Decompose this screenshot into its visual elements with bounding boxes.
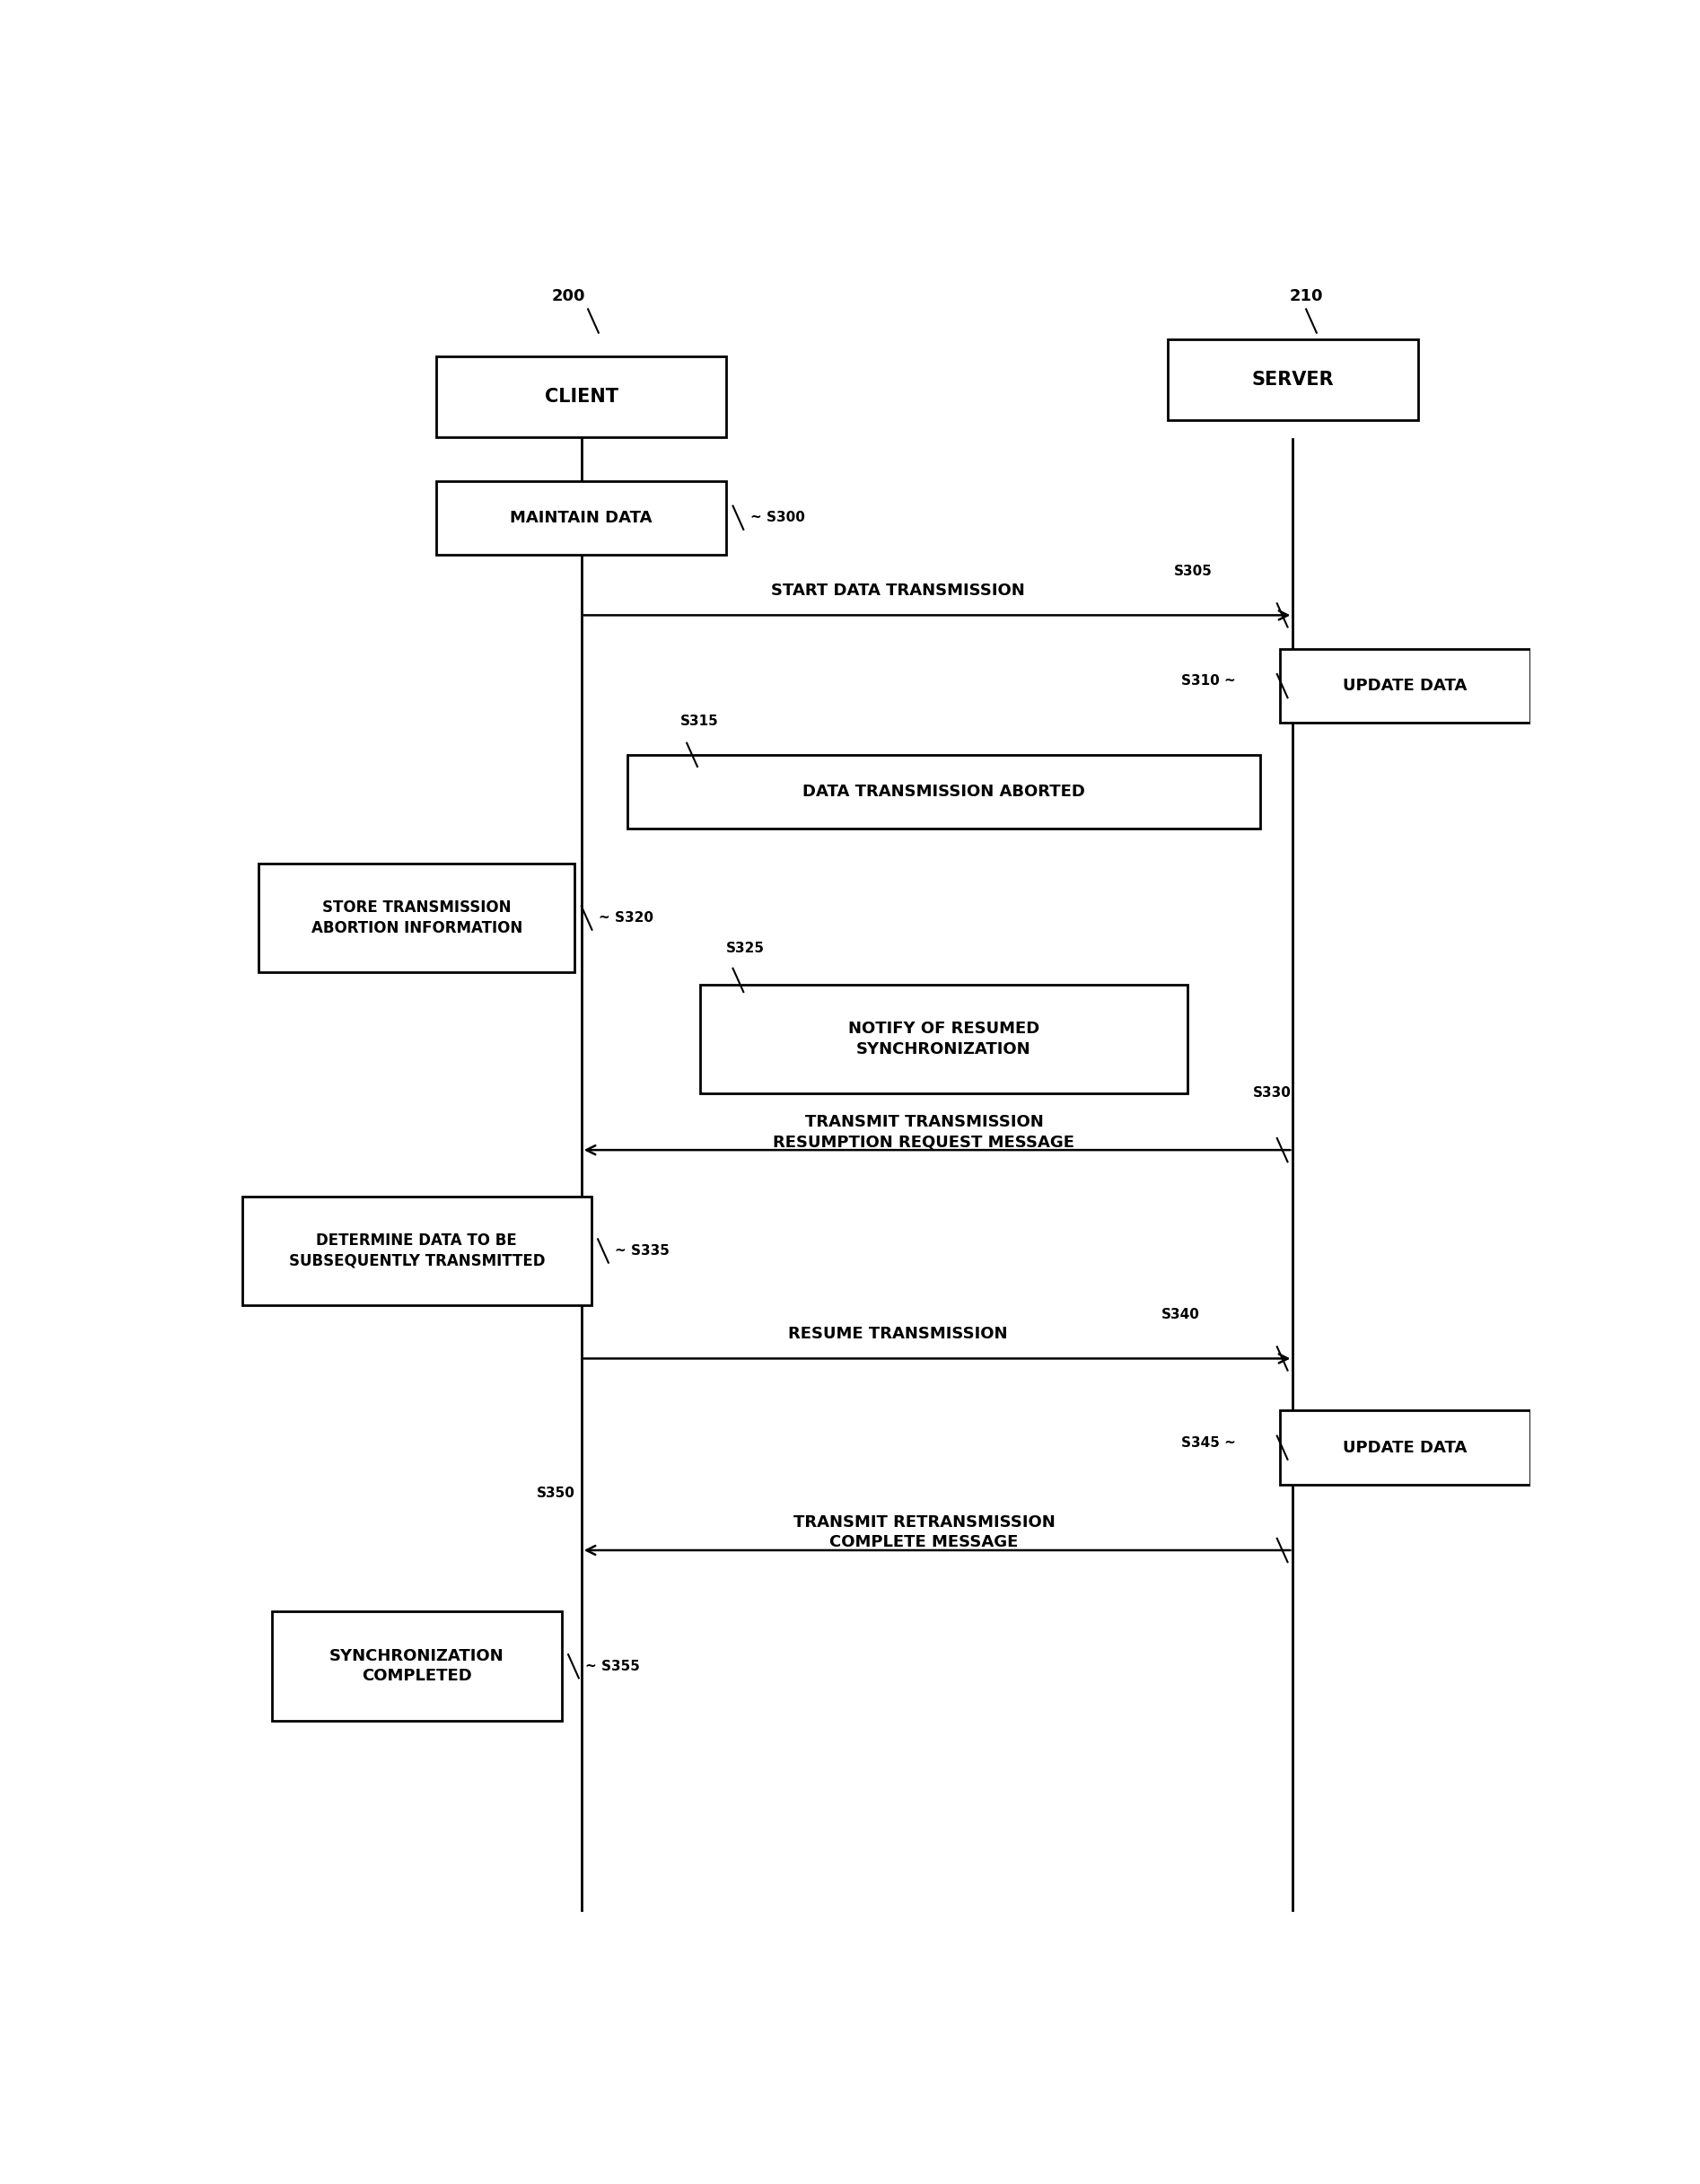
Text: COMPLETE MESSAGE: COMPLETE MESSAGE [830,1533,1018,1551]
Text: S330: S330 [1253,1085,1292,1099]
Text: DETERMINE DATA TO BE
SUBSEQUENTLY TRANSMITTED: DETERMINE DATA TO BE SUBSEQUENTLY TRANSM… [289,1232,544,1269]
Text: TRANSMIT TRANSMISSION: TRANSMIT TRANSMISSION [804,1114,1044,1129]
Text: S315: S315 [680,714,719,727]
Text: 210: 210 [1289,288,1323,304]
Text: S305: S305 [1175,566,1212,579]
Text: ~ S355: ~ S355 [585,1660,639,1673]
Bar [272,1612,561,1721]
Text: RESUME TRANSMISSION: RESUME TRANSMISSION [787,1326,1008,1341]
Bar [437,480,726,555]
Text: S345 ~: S345 ~ [1181,1435,1236,1450]
Text: MAINTAIN DATA: MAINTAIN DATA [510,509,653,526]
Text: DATA TRANSMISSION ABORTED: DATA TRANSMISSION ABORTED [802,784,1085,799]
Text: CLIENT: CLIENT [544,387,619,406]
Text: SERVER: SERVER [1251,371,1334,389]
Text: SYNCHRONIZATION
COMPLETED: SYNCHRONIZATION COMPLETED [330,1649,505,1684]
Bar [241,1197,592,1306]
Bar [258,863,575,972]
Text: S310 ~: S310 ~ [1181,675,1236,688]
Text: UPDATE DATA: UPDATE DATA [1343,1439,1467,1457]
Bar [1280,649,1530,723]
Text: S340: S340 [1161,1308,1200,1321]
Bar [437,356,726,437]
Text: ~ S320: ~ S320 [598,911,653,924]
Text: UPDATE DATA: UPDATE DATA [1343,677,1467,695]
Text: NOTIFY OF RESUMED
SYNCHRONIZATION: NOTIFY OF RESUMED SYNCHRONIZATION [848,1020,1039,1057]
Bar [700,985,1187,1094]
Bar [1280,1411,1530,1485]
Text: 200: 200 [551,288,585,304]
Text: ~ S335: ~ S335 [615,1245,670,1258]
Text: START DATA TRANSMISSION: START DATA TRANSMISSION [770,583,1025,598]
Bar [627,756,1260,828]
Text: S325: S325 [726,941,765,954]
Bar [1168,339,1418,419]
Text: RESUMPTION REQUEST MESSAGE: RESUMPTION REQUEST MESSAGE [773,1133,1074,1151]
Text: ~ S300: ~ S300 [750,511,804,524]
Text: TRANSMIT RETRANSMISSION: TRANSMIT RETRANSMISSION [792,1514,1056,1531]
Text: STORE TRANSMISSION
ABORTION INFORMATION: STORE TRANSMISSION ABORTION INFORMATION [311,900,522,937]
Text: S350: S350 [536,1487,575,1500]
